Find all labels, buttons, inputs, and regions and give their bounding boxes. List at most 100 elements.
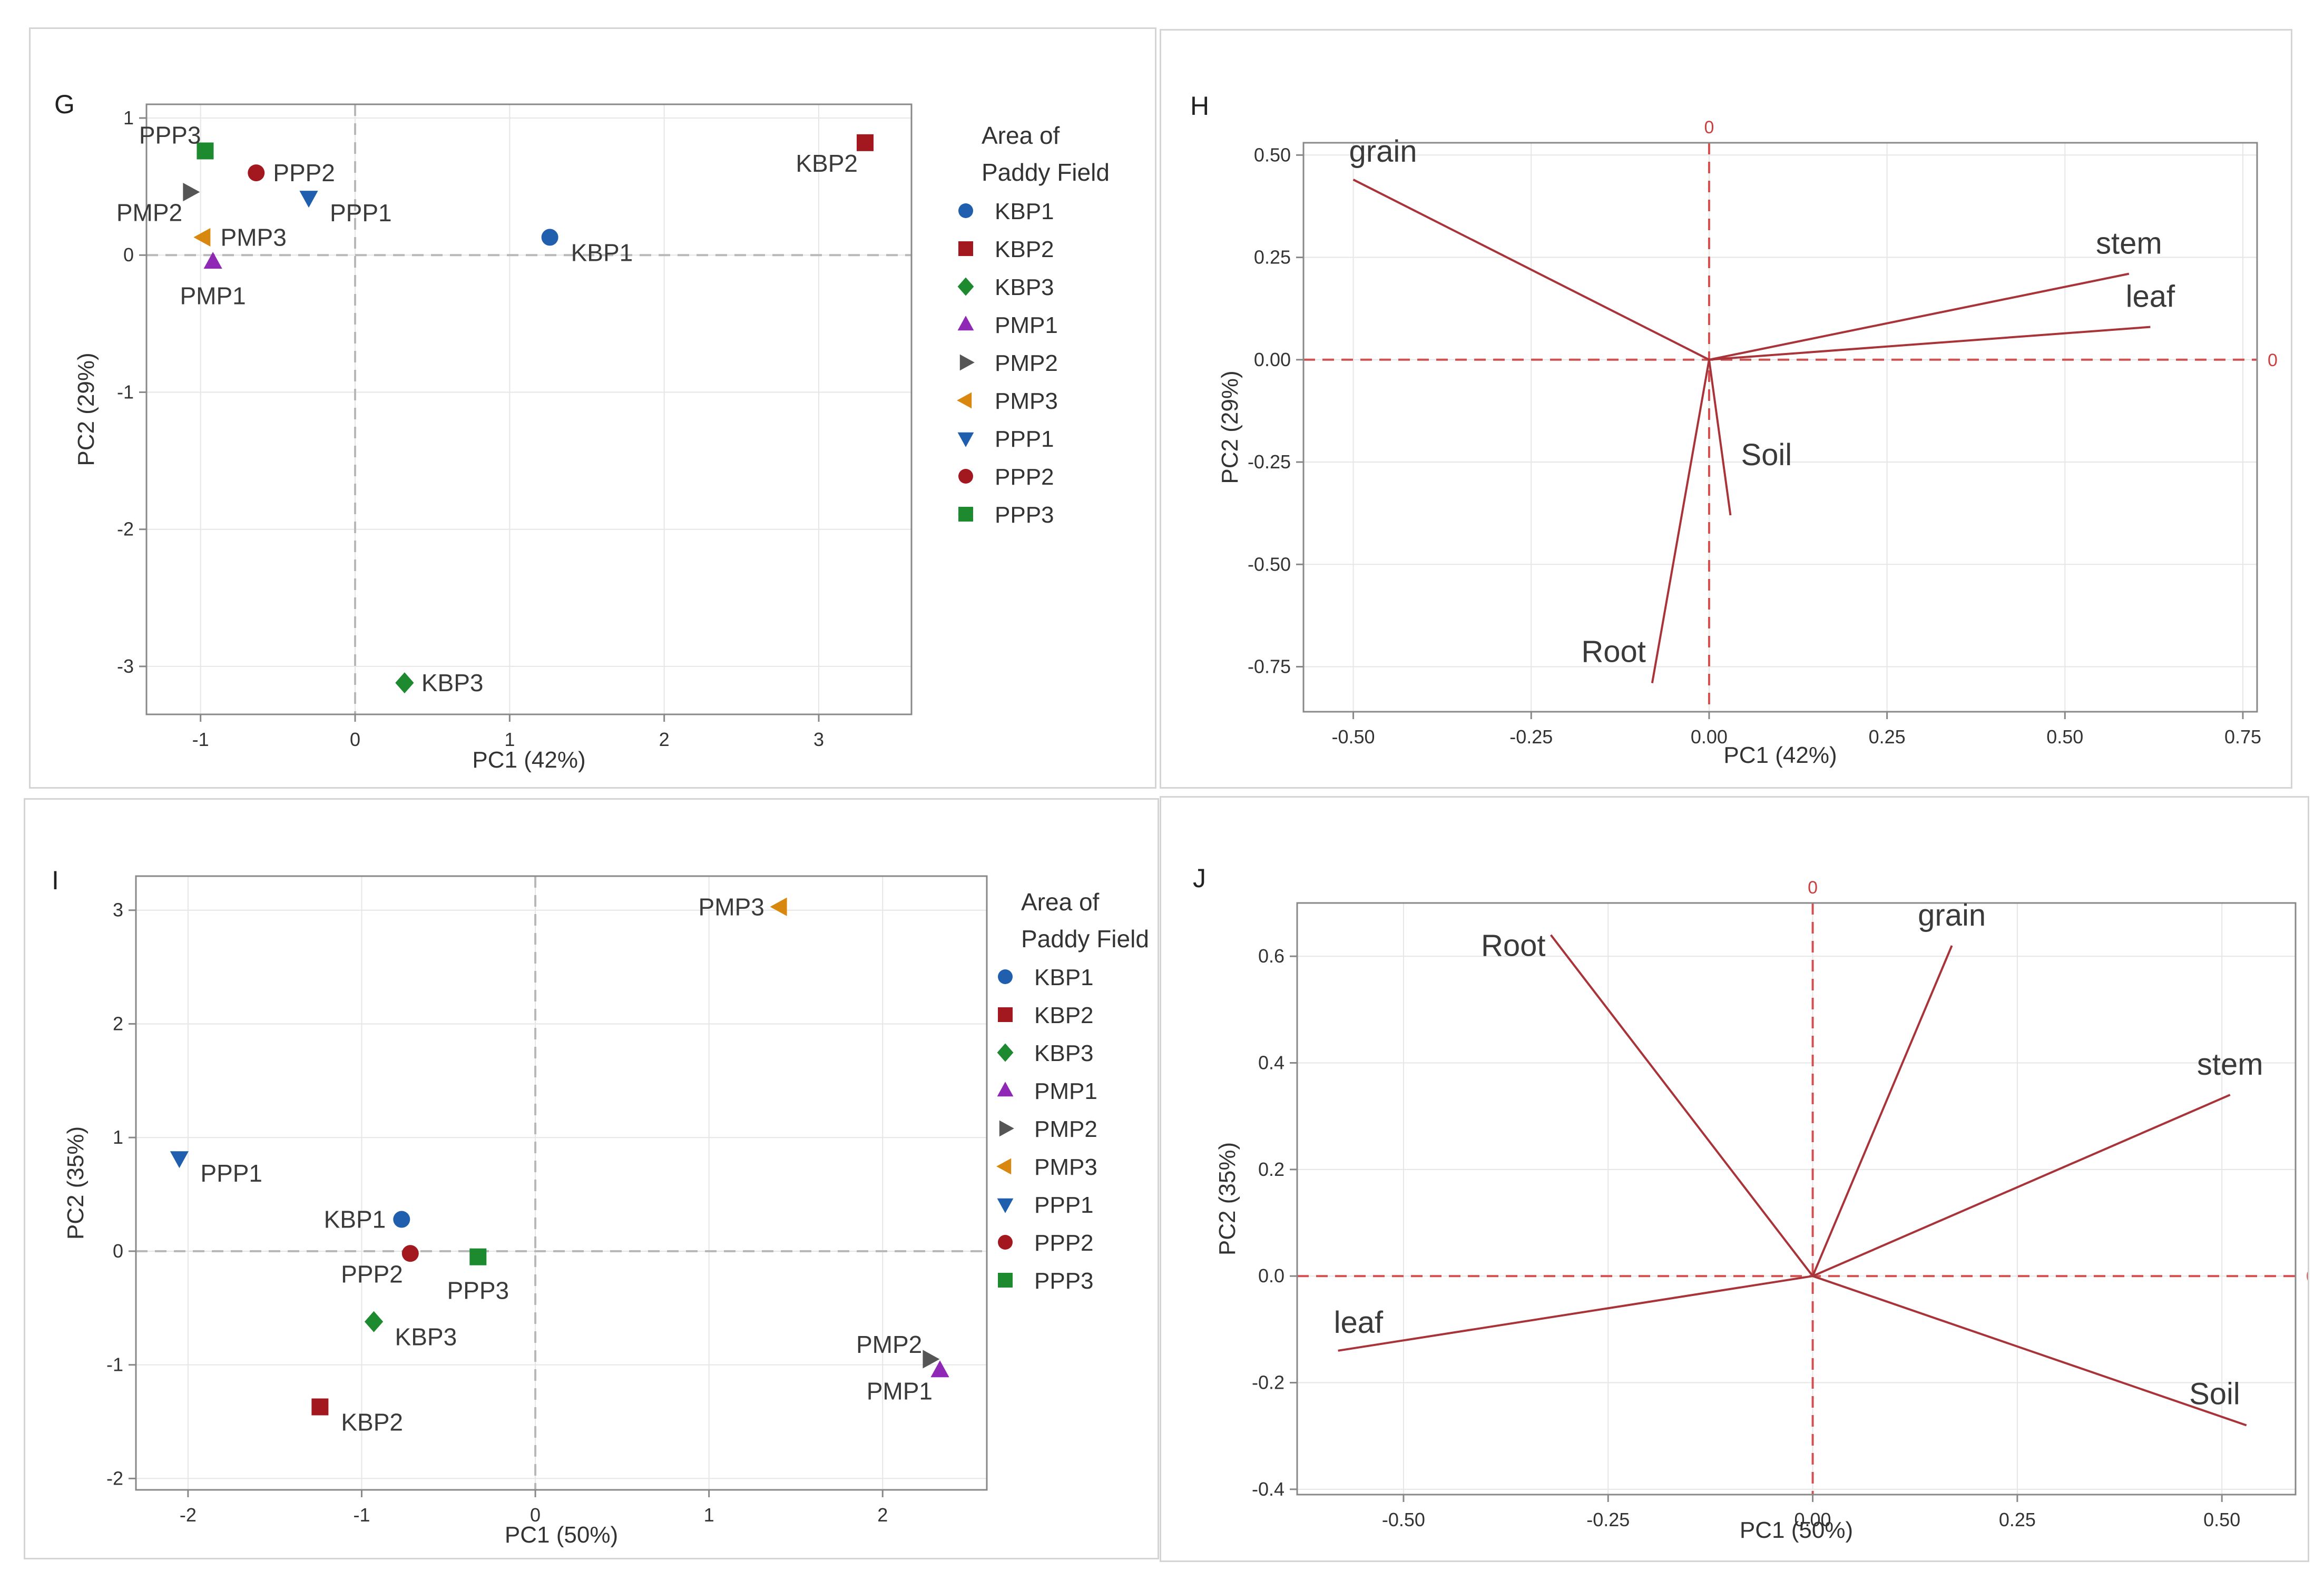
legend-marker-pmp2 bbox=[959, 354, 975, 371]
loading-label-stem: stem bbox=[2096, 227, 2162, 261]
point-kbp1 bbox=[541, 229, 558, 246]
point-ppp1 bbox=[170, 1151, 189, 1168]
y-axis-title: PC2 (35%) bbox=[1214, 1142, 1240, 1255]
panel-letter: H bbox=[1190, 91, 1209, 121]
point-label-ppp3: PPP3 bbox=[139, 121, 201, 149]
x-tick-label: -0.25 bbox=[1509, 726, 1553, 748]
x-tick-label: 0.25 bbox=[1999, 1509, 2036, 1530]
x-tick-label: 1 bbox=[704, 1504, 714, 1526]
x-tick-label: 0.25 bbox=[1869, 726, 1906, 748]
plot-frame bbox=[135, 875, 988, 1491]
y-axis-title: PC2 (29%) bbox=[73, 352, 99, 466]
panel-h: H 0 0 -0.50 -0.25 0.00 0.25 0.50 0.75 0.50 0.25 0.0… bbox=[1160, 29, 2292, 789]
loading-vector-grain bbox=[1352, 179, 1710, 361]
x-tick-label: -0.25 bbox=[1586, 1509, 1630, 1530]
y-tick-label: -0.2 bbox=[1252, 1372, 1284, 1393]
panel-letter: J bbox=[1193, 863, 1206, 893]
loading-vector-root bbox=[1550, 934, 1814, 1277]
x-tick-label: 0.75 bbox=[2224, 726, 2261, 748]
legend-label-kbp2: KBP2 bbox=[995, 237, 1054, 262]
y-axis-title: PC2 (29%) bbox=[1217, 370, 1243, 484]
y-tick-label: 1 bbox=[113, 1126, 123, 1148]
legend-marker-kbp2 bbox=[958, 241, 973, 256]
point-ppp2 bbox=[401, 1245, 419, 1262]
loading-vector-soil bbox=[1812, 1275, 2247, 1427]
point-kbp3 bbox=[364, 1311, 384, 1332]
point-label-pmp3: PMP3 bbox=[221, 223, 287, 251]
zero-label-top: 0 bbox=[1808, 878, 1818, 898]
y-tick-label: 2 bbox=[113, 1013, 123, 1034]
legend-label-kbp3: KBP3 bbox=[995, 274, 1054, 300]
x-tick-label: -1 bbox=[192, 729, 209, 750]
loading-vector-grain bbox=[1811, 945, 1953, 1276]
loading-label-grain: grain bbox=[1349, 134, 1417, 169]
y-tick-label: -0.75 bbox=[1248, 656, 1291, 677]
point-pmp3 bbox=[770, 897, 787, 916]
point-ppp2 bbox=[248, 164, 265, 182]
loading-label-stem: stem bbox=[2197, 1047, 2263, 1082]
legend-marker-pmp1 bbox=[957, 316, 974, 331]
legend-marker-kbp1 bbox=[998, 969, 1013, 984]
point-label-ppp2: PPP2 bbox=[341, 1260, 403, 1288]
loading-vector-stem bbox=[1709, 272, 2130, 361]
point-label-ppp1: PPP1 bbox=[200, 1160, 262, 1187]
legend-label-pmp1: PMP1 bbox=[995, 312, 1058, 338]
x-tick-label: 0.00 bbox=[1691, 726, 1728, 748]
legend-label-pmp3: PMP3 bbox=[995, 388, 1058, 414]
point-label-ppp3: PPP3 bbox=[447, 1277, 509, 1304]
chart-i: I -2 -1 0 1 2 3 2 1 0 -1 -2 PC1 (50%) PC2 (35%) PMP3 PP… bbox=[52, 866, 1149, 1548]
y-tick-label: -2 bbox=[117, 518, 134, 540]
y-tick-label: 0.0 bbox=[1258, 1265, 1284, 1287]
plot-frame bbox=[145, 103, 913, 715]
point-label-kbp3: KBP3 bbox=[421, 669, 484, 696]
legend-label-pmp1: PMP1 bbox=[1034, 1078, 1097, 1104]
legend-title-line: Paddy Field bbox=[1021, 925, 1149, 952]
loading-label-root: Root bbox=[1581, 635, 1646, 669]
point-ppp1 bbox=[299, 191, 318, 208]
point-label-pmp2: PMP2 bbox=[856, 1331, 922, 1358]
plot-frame bbox=[1302, 142, 2258, 713]
zero-label-top: 0 bbox=[1704, 117, 1714, 138]
legend-marker-kbp1 bbox=[958, 203, 973, 218]
plot-frame bbox=[1296, 902, 2297, 1496]
legend-label-kbp1: KBP1 bbox=[995, 199, 1054, 224]
chart-j: J 0 0 -0.50 -0.25 0.00 0.25 0.50 0.6 0.4 0.2 0.0 -0.… bbox=[1193, 863, 2308, 1543]
point-label-pmp1: PMP1 bbox=[867, 1377, 933, 1405]
y-tick-label: 0.6 bbox=[1258, 945, 1284, 967]
loading-vector-leaf bbox=[1338, 1275, 1813, 1352]
legend-label-kbp3: KBP3 bbox=[1034, 1040, 1094, 1066]
point-label-pmp3: PMP3 bbox=[699, 893, 764, 920]
legend-marker-kbp3 bbox=[997, 1043, 1014, 1062]
chart-g: G -1 0 1 2 3 1 0 -1 -2 -3 PC1 (42%) PC2 (29%) PPP3 PPP… bbox=[54, 90, 1110, 773]
panel-letter: G bbox=[54, 90, 75, 119]
y-tick-label: -1 bbox=[117, 381, 134, 402]
point-pmp2 bbox=[183, 182, 200, 202]
x-tick-label: -2 bbox=[180, 1504, 197, 1526]
y-tick-label: -1 bbox=[106, 1354, 123, 1376]
panel-g: G -1 0 1 2 3 1 0 -1 -2 -3 PC1 (42%) PC2 (29%) PPP3 PPP… bbox=[29, 27, 1156, 789]
y-tick-label: 0.2 bbox=[1258, 1158, 1284, 1180]
x-axis-title: PC1 (42%) bbox=[1723, 742, 1837, 768]
point-pmp1 bbox=[203, 252, 222, 269]
legend-marker-pmp3 bbox=[957, 392, 972, 409]
panel-j: J 0 0 -0.50 -0.25 0.00 0.25 0.50 0.6 0.4 0.2 0.0 -0.… bbox=[1160, 796, 2309, 1562]
loading-vector-soil bbox=[1708, 359, 1732, 516]
y-tick-label: 0.25 bbox=[1254, 247, 1291, 268]
x-tick-label: 0.00 bbox=[1795, 1509, 1831, 1530]
legend-label-ppp1: PPP1 bbox=[1034, 1192, 1094, 1218]
legend-title-line: Area of bbox=[1021, 888, 1100, 916]
x-axis-title: PC1 (42%) bbox=[472, 747, 585, 773]
y-tick-label: -0.50 bbox=[1248, 553, 1291, 575]
panel-i: I -2 -1 0 1 2 3 2 1 0 -1 -2 PC1 (50%) PC2 (35%) PMP3 PP… bbox=[24, 798, 1159, 1559]
point-label-kbp1: KBP1 bbox=[571, 239, 633, 266]
y-tick-label: -0.4 bbox=[1252, 1478, 1284, 1500]
y-tick-label: 0.4 bbox=[1258, 1052, 1284, 1074]
point-pmp1 bbox=[930, 1360, 949, 1378]
legend-label-kbp2: KBP2 bbox=[1034, 1003, 1094, 1028]
point-label-kbp3: KBP3 bbox=[395, 1323, 457, 1351]
point-kbp2 bbox=[311, 1398, 329, 1416]
point-label-pmp2: PMP2 bbox=[116, 199, 182, 227]
x-axis-title: PC1 (50%) bbox=[1740, 1517, 1853, 1543]
point-ppp3 bbox=[197, 142, 214, 160]
legend-label-ppp2: PPP2 bbox=[995, 464, 1054, 490]
